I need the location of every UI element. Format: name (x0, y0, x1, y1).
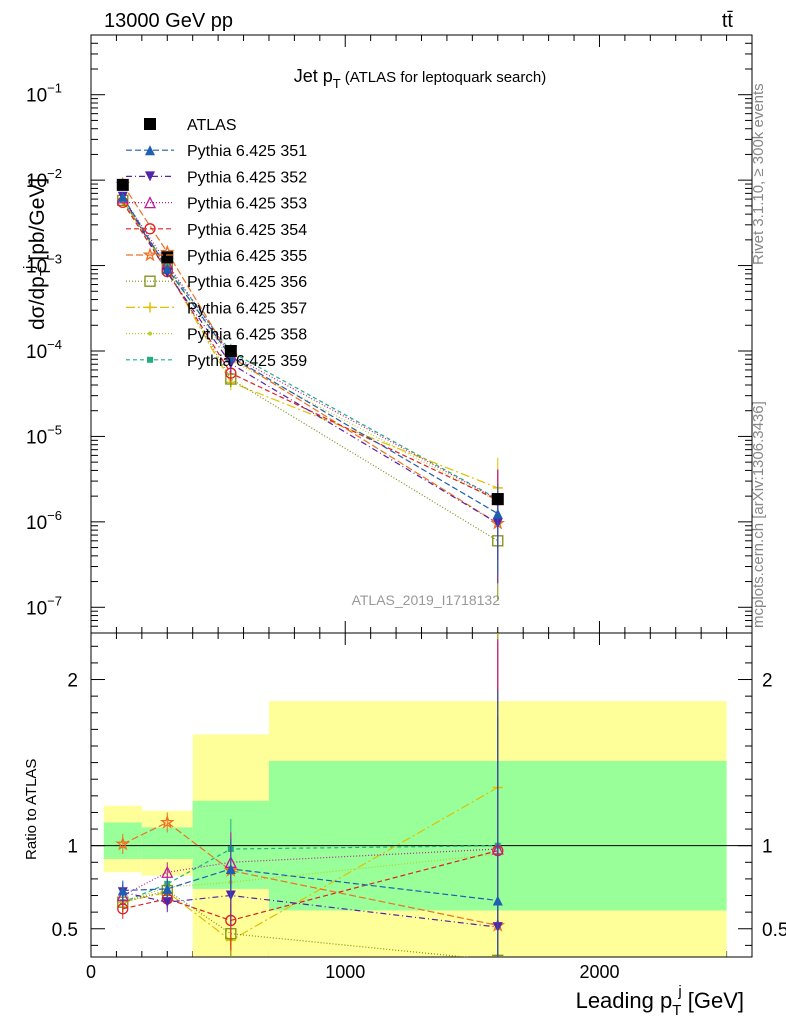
ratio-series (115, 633, 506, 957)
y-tick-label: 10−6 (26, 508, 62, 534)
y-tick-label: 10−2 (26, 166, 62, 192)
ratio-point (117, 885, 128, 896)
y-tick-label: 10−3 (26, 252, 62, 278)
legend-marker (144, 223, 156, 235)
legend-marker (145, 171, 155, 182)
energy-label: 13000 GeV pp (104, 10, 233, 32)
series-line (122, 196, 499, 524)
uncertainty-band-green-1 (141, 827, 193, 859)
legend-label: Pythia 6.425 351 (187, 143, 307, 160)
legend-marker (143, 196, 157, 209)
ratio-y-tick-label-right: 1 (762, 837, 773, 858)
data-point (161, 251, 174, 264)
legend-label: Pythia 6.425 353 (187, 196, 307, 213)
upper-series (115, 176, 506, 601)
series-line (122, 184, 499, 524)
ratio-y-tick-label: 1 (67, 837, 78, 858)
x-tick-label: 2000 (579, 962, 619, 982)
ratio-point (159, 814, 175, 829)
rivet-label: Rivet 3.1.10, ≥ 300k events (750, 83, 767, 265)
y-tick-label: 10−1 (26, 81, 62, 107)
upper-ylabel: dσ/dpTj[pb/GeV] (21, 178, 54, 330)
series-line (122, 200, 499, 500)
legend-marker (147, 356, 153, 363)
data-point (224, 344, 237, 357)
data-point (492, 508, 503, 519)
ratio-y-tick-label: 0.5 (52, 920, 78, 941)
ratio-y-tick-label-right: 0.5 (762, 920, 786, 941)
lower-frame (90, 632, 753, 958)
ratio-point (161, 865, 174, 878)
ratio-line (122, 850, 498, 922)
ratio-line (122, 868, 498, 902)
analysis-watermark: ATLAS_2019_I1718132 (352, 592, 501, 608)
ratio-plot: 0 1000 2000 0.5 0.5 1 1 2 2 (52, 632, 786, 982)
ratio-point (162, 883, 173, 894)
series-line (122, 200, 499, 502)
data-point (116, 178, 129, 191)
data-point (117, 191, 128, 202)
ratio-point (115, 836, 131, 851)
legend-marker (144, 275, 156, 287)
ratio-point (162, 897, 173, 908)
legend-marker (148, 331, 152, 336)
series-line (122, 196, 499, 515)
data-point (491, 493, 504, 506)
ratio-line (122, 853, 498, 903)
x-tick-label: 1000 (325, 962, 365, 982)
ratio-line (122, 821, 498, 926)
chart-title: Jet pT (ATLAS for leptoquark search) (294, 66, 546, 91)
legend-label: Pythia 6.425 356 (187, 274, 307, 291)
series-line (122, 200, 499, 489)
ratio-line (122, 889, 471, 957)
series-line (122, 201, 499, 501)
lower-ylabel: Ratio to ATLAS (23, 759, 40, 860)
legend-marker (145, 145, 155, 156)
legend-label: Pythia 6.425 358 (187, 327, 307, 344)
legend-label: Pythia 6.425 359 (187, 353, 307, 370)
legend-label: Pythia 6.425 354 (187, 222, 307, 239)
ratio-point (225, 863, 236, 874)
legend: ATLAS Pythia 6.425 351 Pythia 6.425 352 Pyt… (126, 117, 307, 370)
legend-label: Pythia 6.425 355 (187, 248, 307, 265)
ratio-y-tick-label-right: 2 (762, 671, 773, 692)
ratio-line (122, 845, 498, 903)
mcplots-label: mcplots.cern.ch [arXiv:1306.3436] (750, 401, 767, 628)
legend-label: ATLAS (187, 117, 237, 134)
legend-label: Pythia 6.425 352 (187, 169, 307, 186)
y-tick-label: 10−5 (26, 422, 62, 448)
legend-marker (144, 118, 156, 130)
y-tick-label: 10−4 (26, 337, 62, 363)
legend-label: Pythia 6.425 357 (187, 300, 307, 317)
ratio-point (492, 895, 503, 906)
data-point (162, 263, 173, 274)
ratio-y-tick-label: 2 (67, 671, 78, 692)
series-line (122, 197, 499, 501)
x-tick-label: 0 (86, 962, 96, 982)
process-label: tt̄ (722, 10, 734, 32)
x-axis-label: Leading pTj [GeV] (576, 983, 744, 1019)
y-tick-label: 10−7 (26, 593, 62, 619)
ratio-line (122, 891, 498, 928)
legend-marker (145, 302, 155, 313)
legend-marker (142, 247, 158, 262)
